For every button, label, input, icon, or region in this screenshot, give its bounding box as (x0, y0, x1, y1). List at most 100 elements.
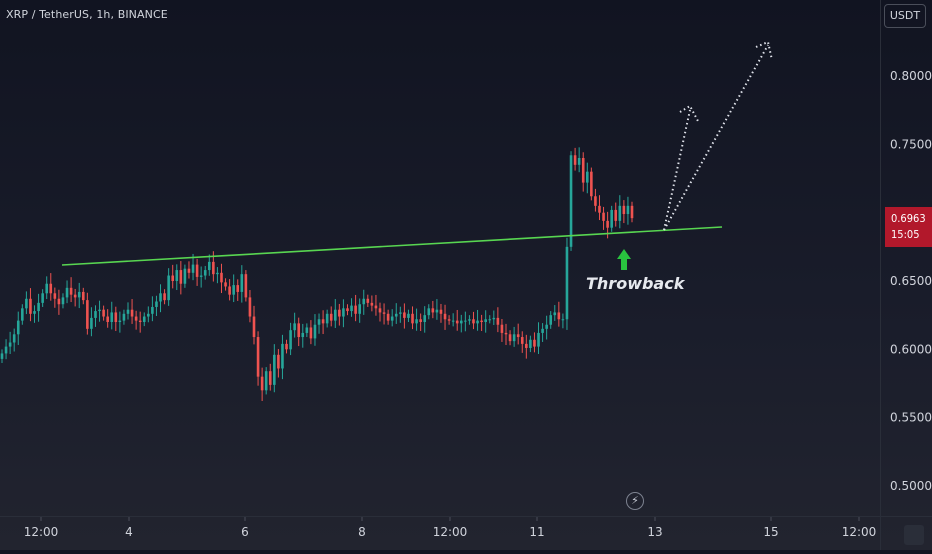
candle-body (285, 343, 288, 350)
candle-body (212, 261, 215, 275)
lightning-bolt-icon[interactable]: ⚡ (626, 492, 644, 510)
candle-body (138, 320, 142, 322)
x-tick-label: 6 (241, 525, 249, 539)
candle-body (301, 332, 305, 338)
candle-body (386, 313, 390, 321)
candle-body (29, 298, 32, 314)
candle-body (260, 376, 264, 391)
candle-body (110, 312, 114, 322)
candle-body (618, 205, 622, 221)
candle-body (423, 315, 427, 322)
candle-body (565, 246, 569, 320)
candle-body (65, 287, 69, 298)
candle-body (590, 171, 593, 197)
candle-body (41, 293, 44, 303)
candle-body (492, 317, 496, 320)
candle-body (281, 343, 284, 369)
candle-body (585, 171, 589, 183)
candle-body (69, 287, 73, 295)
candle-body (342, 308, 345, 317)
candle-body (598, 205, 601, 213)
candle-body (183, 268, 187, 284)
candle-body (236, 285, 240, 292)
candle-body (520, 337, 524, 344)
candle-body (61, 297, 65, 305)
candle-body (374, 305, 378, 309)
candle-body (12, 334, 16, 343)
projection-path-1 (663, 109, 691, 231)
candle-body (399, 312, 402, 314)
candle-body (159, 293, 162, 302)
candle-body (142, 316, 146, 322)
candle-body (378, 308, 382, 313)
candle-body (106, 316, 109, 322)
candle-body (321, 319, 325, 324)
candle-body (228, 286, 231, 295)
candle-body (333, 309, 337, 321)
candle-body (516, 334, 520, 338)
candle-body (244, 274, 248, 298)
candle-body (358, 304, 361, 314)
candle-body (216, 272, 219, 275)
candle-body (606, 220, 609, 228)
candle-body (484, 319, 487, 322)
candle-body (98, 309, 101, 312)
candle-body (464, 320, 467, 322)
candle-body (394, 313, 398, 317)
candle-body (529, 339, 532, 348)
candle-body (468, 319, 471, 321)
candle-body (390, 316, 394, 321)
candle-body (459, 320, 463, 324)
candle-body (240, 274, 244, 292)
candle-body (577, 158, 581, 165)
candle-body (277, 354, 280, 369)
settings-icon[interactable] (904, 525, 924, 545)
candle-body (415, 319, 418, 324)
candle-body (626, 205, 630, 215)
candle-body (273, 354, 276, 385)
arrow-head (617, 249, 631, 259)
candle-body (451, 320, 455, 322)
x-tick-label: 4 (125, 525, 133, 539)
candle-body (134, 316, 138, 321)
candle-body (224, 282, 227, 287)
currency-selector[interactable]: USDT (884, 4, 926, 28)
x-tick-label: 8 (358, 525, 366, 539)
candle-body (553, 312, 557, 316)
time-axis-divider (0, 516, 932, 517)
projection-arrowhead-2 (755, 40, 773, 61)
x-tick-label: 13 (647, 525, 662, 539)
candle-body (573, 155, 577, 165)
candle-body (264, 371, 268, 391)
candle-body (179, 270, 183, 284)
throwback-label: Throwback (586, 274, 685, 293)
candle-body (508, 334, 512, 342)
candle-body (77, 291, 81, 298)
candle-body (163, 293, 166, 301)
candle-body (21, 308, 24, 321)
candle-body (525, 343, 528, 348)
candle-body (447, 319, 451, 321)
candle-body (122, 313, 126, 321)
candle-body (427, 308, 431, 316)
candlestick-series (0, 147, 634, 401)
symbol-title: XRP / TetherUS, 1h, BINANCE (6, 8, 168, 21)
candle-body (8, 342, 12, 347)
drawing-overlay (61, 40, 773, 270)
candle-body (57, 298, 61, 305)
candle-body (118, 320, 122, 322)
candle-body (191, 264, 195, 273)
candle-body (37, 302, 40, 312)
candle-body (407, 313, 410, 318)
candle-body (512, 334, 516, 342)
last-price-value: 0.6963 (891, 212, 926, 225)
y-tick-label: 0.5500 (890, 411, 932, 425)
candle-body (86, 300, 89, 329)
candle-body (232, 285, 235, 295)
candle-body (130, 309, 134, 317)
y-tick-label: 0.7500 (890, 137, 932, 151)
candle-body (256, 337, 260, 377)
candle-body (16, 320, 20, 335)
